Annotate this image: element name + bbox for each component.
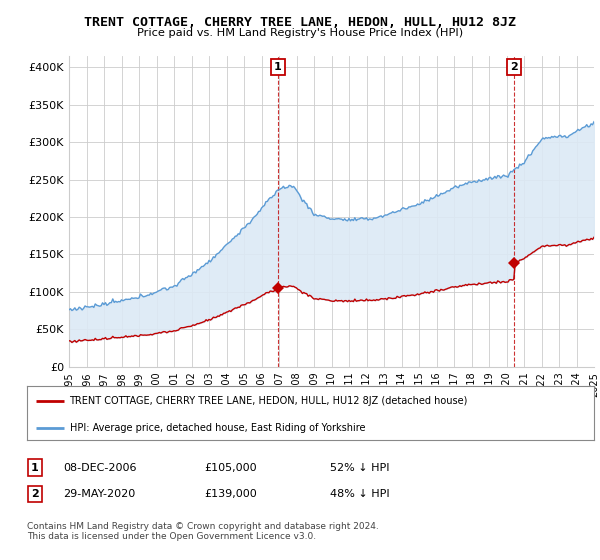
Text: 52% ↓ HPI: 52% ↓ HPI bbox=[330, 463, 389, 473]
Text: 1: 1 bbox=[274, 62, 281, 72]
Text: TRENT COTTAGE, CHERRY TREE LANE, HEDON, HULL, HU12 8JZ: TRENT COTTAGE, CHERRY TREE LANE, HEDON, … bbox=[84, 16, 516, 29]
Text: Price paid vs. HM Land Registry's House Price Index (HPI): Price paid vs. HM Land Registry's House … bbox=[137, 28, 463, 38]
Text: TRENT COTTAGE, CHERRY TREE LANE, HEDON, HULL, HU12 8JZ (detached house): TRENT COTTAGE, CHERRY TREE LANE, HEDON, … bbox=[70, 396, 468, 407]
Text: 1: 1 bbox=[31, 463, 38, 473]
Text: £105,000: £105,000 bbox=[204, 463, 257, 473]
Text: 2: 2 bbox=[510, 62, 518, 72]
Text: 08-DEC-2006: 08-DEC-2006 bbox=[63, 463, 137, 473]
Text: 2: 2 bbox=[31, 489, 38, 499]
Text: 29-MAY-2020: 29-MAY-2020 bbox=[63, 489, 135, 499]
Text: 48% ↓ HPI: 48% ↓ HPI bbox=[330, 489, 389, 499]
Text: £139,000: £139,000 bbox=[204, 489, 257, 499]
Text: Contains HM Land Registry data © Crown copyright and database right 2024.
This d: Contains HM Land Registry data © Crown c… bbox=[27, 522, 379, 542]
Text: HPI: Average price, detached house, East Riding of Yorkshire: HPI: Average price, detached house, East… bbox=[70, 423, 365, 433]
